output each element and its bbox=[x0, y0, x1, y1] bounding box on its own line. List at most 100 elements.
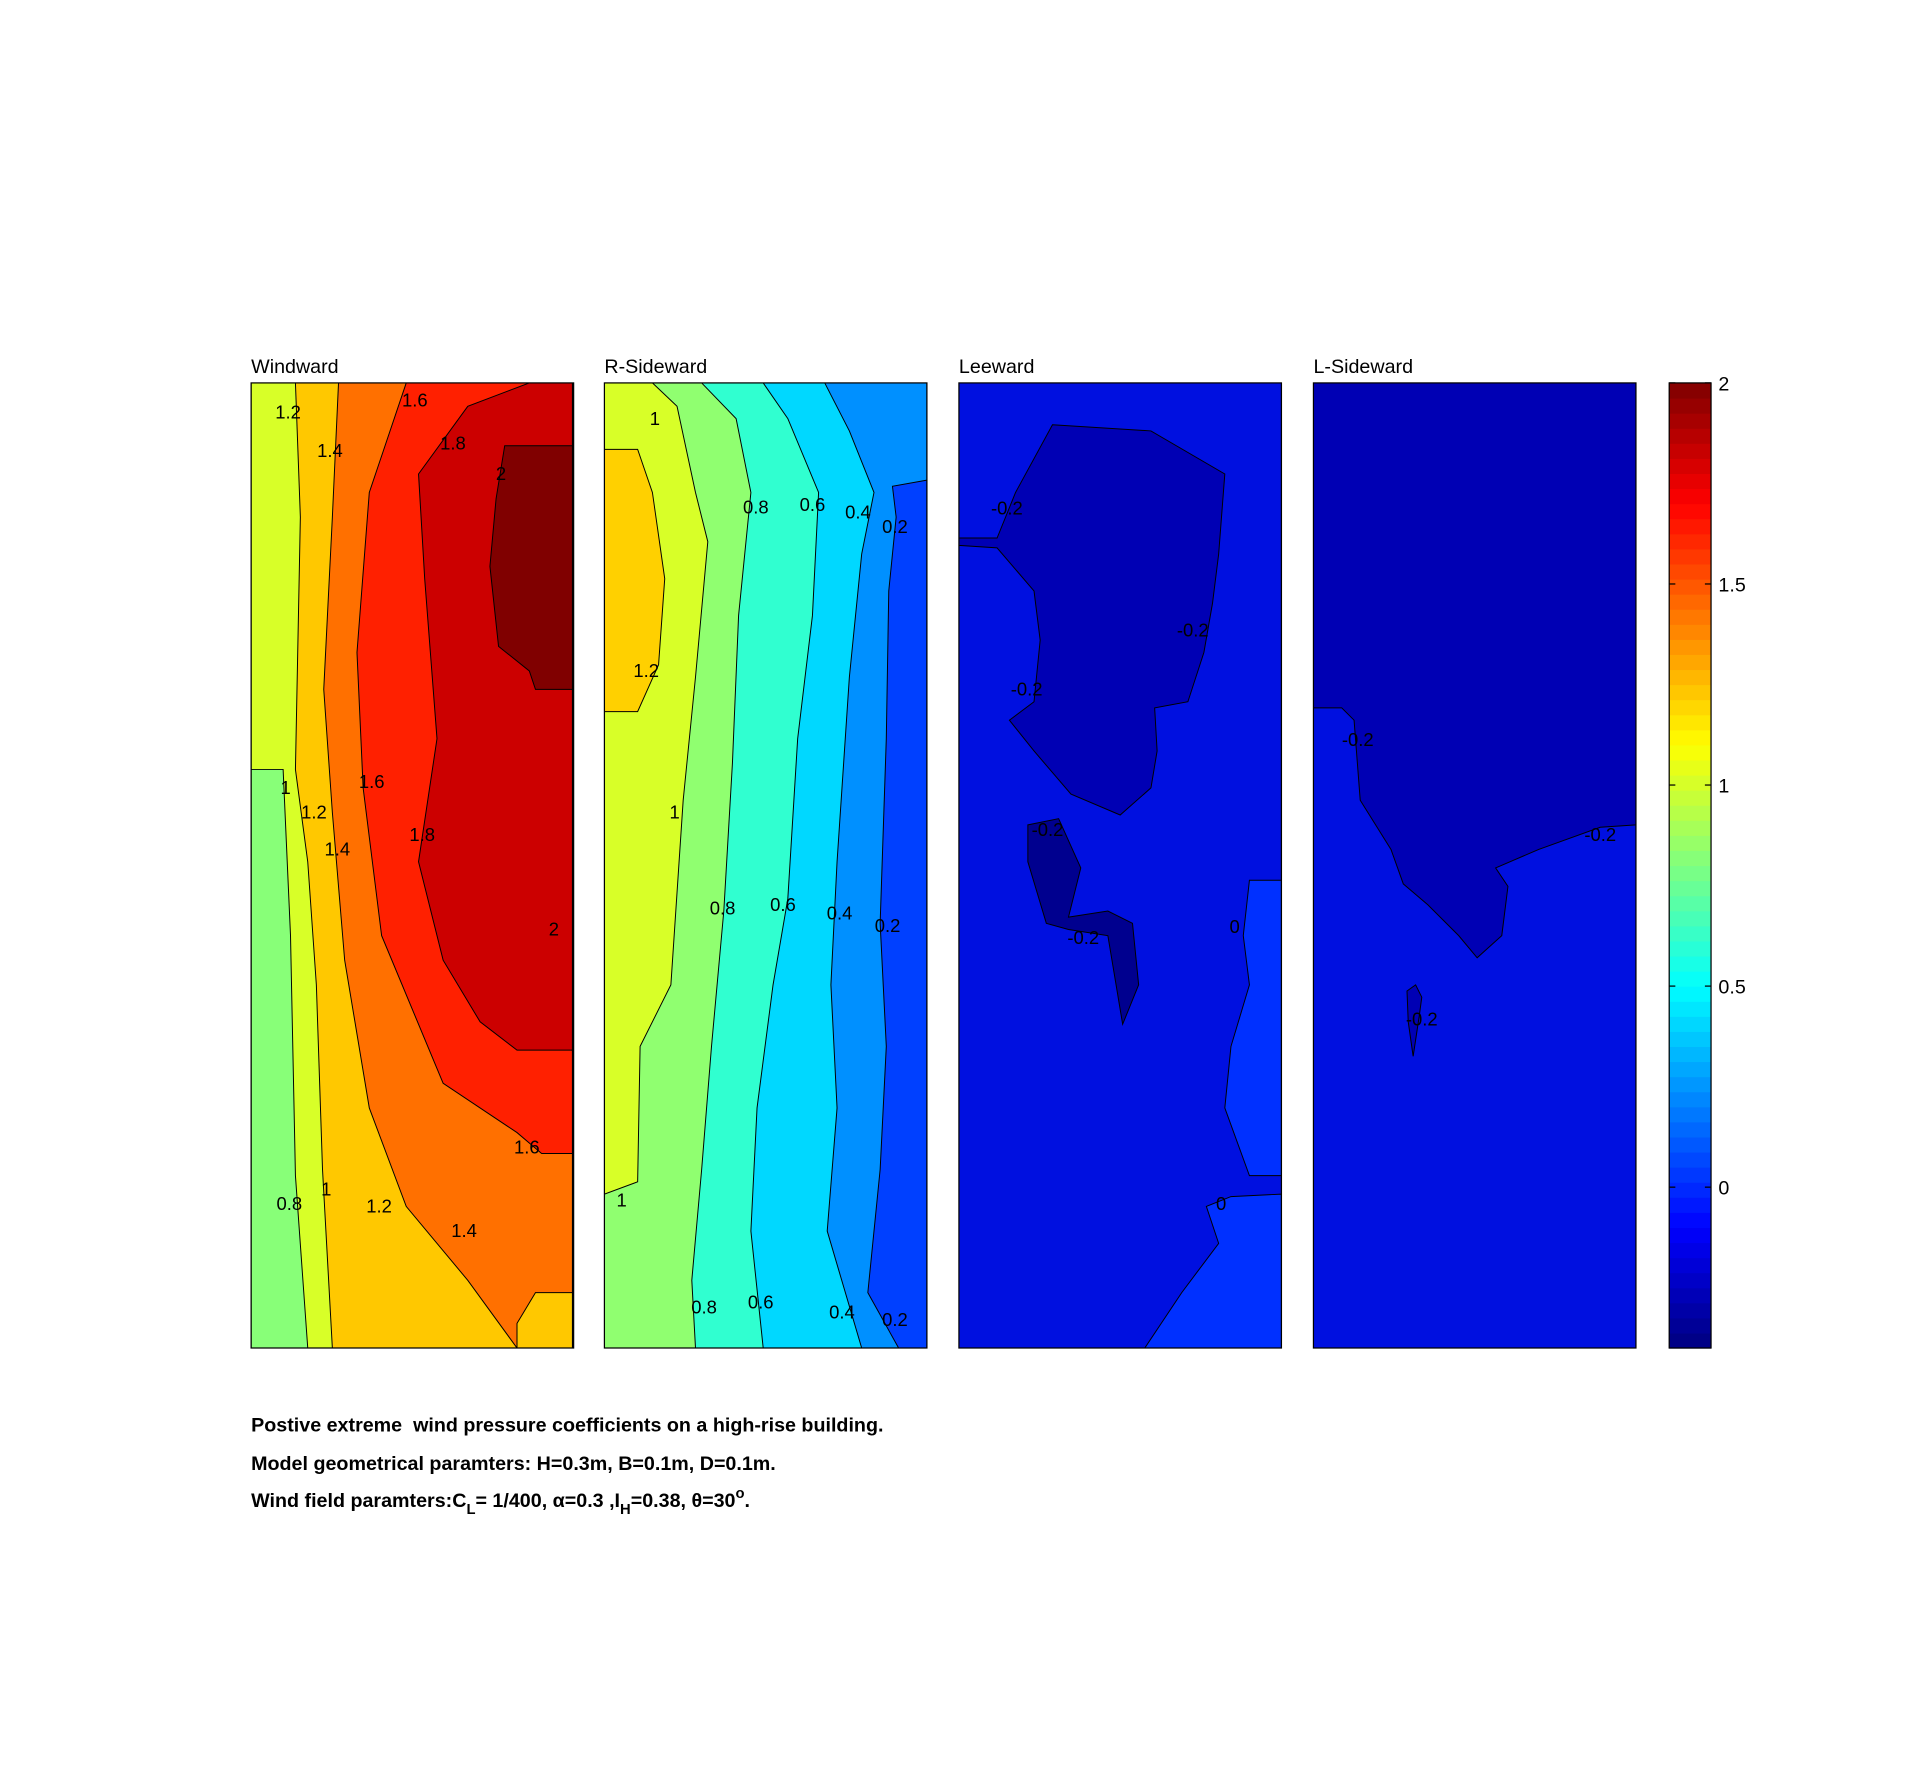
colorbar-tick-label: 1.5 bbox=[1718, 574, 1745, 596]
colorbar-band bbox=[1669, 1121, 1712, 1138]
colorbar-band bbox=[1669, 805, 1712, 821]
contour-label: 1 bbox=[617, 1189, 627, 1210]
contour-label: 1.6 bbox=[402, 389, 428, 410]
colorbar-band bbox=[1669, 458, 1712, 475]
contour-region bbox=[958, 424, 1226, 816]
contour-label: 1.4 bbox=[324, 839, 350, 860]
contour-label: 2 bbox=[496, 463, 506, 484]
colorbar-band bbox=[1669, 986, 1712, 1002]
colorbar-band bbox=[1669, 955, 1712, 972]
contour-region bbox=[604, 448, 666, 713]
colorbar-band bbox=[1669, 1001, 1712, 1017]
colorbar-band bbox=[1669, 1061, 1712, 1078]
panel-title: R-Sideward bbox=[604, 356, 707, 378]
colorbar-band bbox=[1669, 1106, 1712, 1123]
contour-label: 0.8 bbox=[276, 1193, 302, 1214]
contour-region bbox=[1224, 879, 1282, 1177]
contour-label: 2 bbox=[549, 919, 559, 940]
contour-label: 0.6 bbox=[748, 1292, 774, 1313]
colorbar-tick-label: 0 bbox=[1718, 1178, 1729, 1200]
contour-label: 0.4 bbox=[829, 1301, 855, 1322]
contour-label: 1.4 bbox=[451, 1220, 477, 1241]
colorbar-band bbox=[1669, 835, 1712, 851]
contour-label: 1.2 bbox=[301, 802, 327, 823]
contour-label: -0.2 bbox=[1032, 819, 1064, 840]
colorbar-tick-label: 2 bbox=[1718, 373, 1729, 395]
colorbar-band bbox=[1669, 473, 1712, 490]
colorbar-band bbox=[1669, 1031, 1712, 1048]
caption-text: Model geometrical paramters: H=0.3m, B=0… bbox=[251, 1453, 776, 1475]
colorbar-tick-label: 0.5 bbox=[1718, 976, 1745, 998]
colorbar-band bbox=[1669, 910, 1712, 927]
colorbar-band bbox=[1669, 1016, 1712, 1032]
contour-label: -0.2 bbox=[1011, 679, 1043, 700]
colorbar-band bbox=[1669, 759, 1712, 776]
colorbar-band bbox=[1669, 1302, 1712, 1319]
panel-frame bbox=[958, 382, 1283, 1349]
colorbar-tick-label: 1 bbox=[1718, 775, 1729, 797]
caption-text: =0.38, θ=30 bbox=[631, 1490, 736, 1512]
panel-title: Leeward bbox=[959, 356, 1035, 378]
colorbar-band bbox=[1669, 1182, 1712, 1198]
contour-region bbox=[489, 445, 573, 690]
contour-label: 1.2 bbox=[366, 1196, 392, 1217]
colorbar-band bbox=[1669, 1167, 1712, 1183]
colorbar-band bbox=[1669, 533, 1712, 550]
caption-text: = 1/400, α=0.3 ,I bbox=[475, 1490, 620, 1512]
contour-label: 1 bbox=[321, 1178, 331, 1199]
panel-frame bbox=[1312, 382, 1637, 1349]
colorbar-band bbox=[1669, 1332, 1712, 1349]
colorbar-band bbox=[1669, 699, 1712, 716]
colorbar-band bbox=[1669, 865, 1712, 882]
colorbar-band bbox=[1669, 382, 1712, 399]
contour-label: -0.2 bbox=[1342, 729, 1374, 750]
colorbar-band bbox=[1669, 790, 1712, 806]
contour-label: 0.2 bbox=[875, 915, 901, 936]
caption-line: Wind field paramters:CL= 1/400, α=0.3 ,I… bbox=[251, 1486, 750, 1518]
contour-label: 0.2 bbox=[882, 1309, 908, 1330]
colorbar-band bbox=[1669, 1317, 1712, 1334]
colorbar-band bbox=[1669, 1151, 1712, 1168]
contour-label: 0.6 bbox=[800, 494, 826, 515]
contour-label: 1.6 bbox=[359, 771, 385, 792]
panel bbox=[251, 382, 573, 1348]
panel bbox=[1313, 382, 1636, 1348]
contour-label: 0.8 bbox=[691, 1297, 717, 1318]
contour-label: 1.8 bbox=[409, 824, 435, 845]
colorbar-band bbox=[1669, 1212, 1712, 1228]
colorbar-band bbox=[1669, 1091, 1712, 1108]
caption-text: Postive extreme wind pressure coefficien… bbox=[251, 1415, 883, 1437]
caption-line: Model geometrical paramters: H=0.3m, B=0… bbox=[251, 1453, 776, 1475]
colorbar-band bbox=[1669, 744, 1712, 761]
contour-region bbox=[1144, 1193, 1282, 1348]
colorbar-band bbox=[1669, 1242, 1712, 1259]
colorbar-band bbox=[1669, 503, 1712, 520]
caption-line: Postive extreme wind pressure coefficien… bbox=[251, 1415, 883, 1437]
colorbar-band bbox=[1669, 428, 1712, 444]
caption-text: Wind field paramters:C bbox=[251, 1490, 466, 1512]
contour-label: 0.2 bbox=[882, 516, 908, 537]
contour-label: -0.2 bbox=[1406, 1008, 1438, 1029]
colorbar-band bbox=[1669, 1287, 1712, 1304]
colorbar-frame bbox=[1668, 382, 1712, 1349]
colorbar-band bbox=[1669, 639, 1712, 655]
caption-text: . bbox=[745, 1490, 750, 1512]
colorbar-band bbox=[1669, 654, 1712, 671]
contour-label: 1.8 bbox=[440, 432, 466, 453]
colorbar-band bbox=[1669, 578, 1712, 595]
contour-region bbox=[1313, 382, 1636, 959]
colorbar-band bbox=[1669, 669, 1712, 686]
colorbar-band bbox=[1669, 413, 1712, 429]
colorbar-band bbox=[1669, 1076, 1712, 1093]
colorbar-band bbox=[1669, 714, 1712, 731]
colorbar-band bbox=[1669, 397, 1712, 414]
colorbar-band bbox=[1669, 548, 1712, 565]
contour-label: 1 bbox=[280, 777, 290, 798]
colorbar-band bbox=[1669, 971, 1712, 987]
contour-label: 0 bbox=[1216, 1193, 1226, 1214]
colorbar-band bbox=[1669, 1136, 1712, 1153]
contour-label: -0.2 bbox=[1067, 927, 1099, 948]
colorbar-band bbox=[1669, 1197, 1712, 1213]
colorbar-band bbox=[1669, 729, 1712, 746]
